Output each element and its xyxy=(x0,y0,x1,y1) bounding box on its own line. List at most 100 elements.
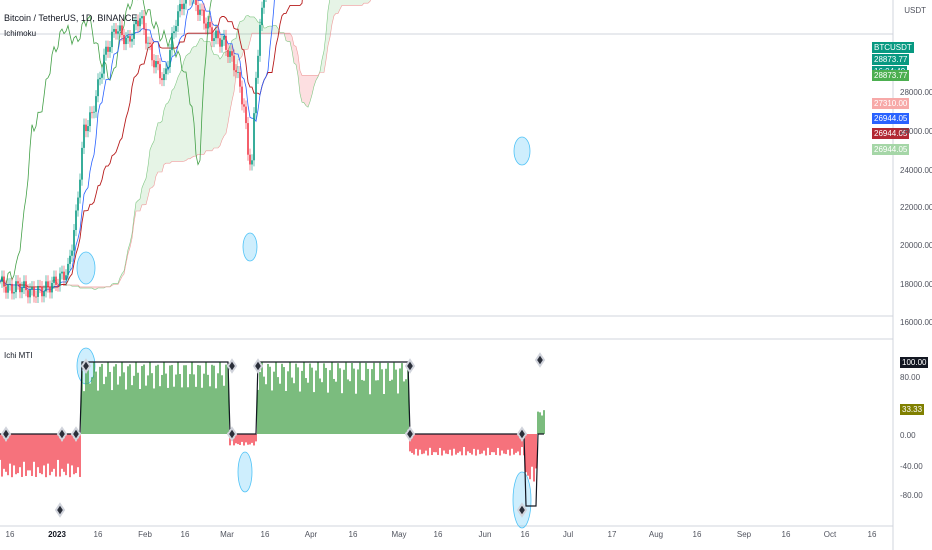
oscillator-bar xyxy=(23,434,25,462)
oscillator-bar xyxy=(259,372,261,434)
ichimoku-cloud xyxy=(52,0,371,290)
price-tag: 28873.77 xyxy=(872,54,910,65)
oscillator-bar xyxy=(249,434,251,445)
candle-body xyxy=(71,250,73,256)
oscillator-bar xyxy=(507,434,509,450)
oscillator-bar xyxy=(169,365,171,434)
oscillator-bar xyxy=(177,362,179,434)
oscillator-bar xyxy=(19,434,21,468)
oscillator-bar xyxy=(293,383,295,434)
candle-body xyxy=(55,276,57,285)
cloud-segment xyxy=(336,0,338,14)
oscillator-bar xyxy=(53,434,55,469)
candle-body xyxy=(161,78,163,81)
candle-body xyxy=(29,289,31,298)
cloud-segment xyxy=(330,0,332,38)
oscillator-bar xyxy=(425,434,427,451)
cloud-segment xyxy=(174,83,176,162)
oscillator-axis-tick: 80.00 xyxy=(900,373,921,382)
oscillator-bar xyxy=(283,367,285,434)
oscillator-bar xyxy=(407,362,409,434)
cloud-segment xyxy=(220,56,222,146)
cloud-segment xyxy=(246,15,248,50)
cloud-segment xyxy=(306,75,308,108)
oscillator-bar xyxy=(387,362,389,434)
candle-body xyxy=(21,287,23,293)
oscillator-bar xyxy=(307,382,309,434)
oscillator-bar xyxy=(179,373,181,434)
oscillator-bar xyxy=(393,362,395,434)
oscillator-bar xyxy=(191,362,193,434)
oscillator-bar xyxy=(505,434,507,455)
cloud-segment xyxy=(288,33,290,42)
time-axis-tick: 2023 xyxy=(48,530,66,539)
oscillator-bar xyxy=(273,371,275,434)
kijun-sen-line xyxy=(0,0,303,288)
candle-body xyxy=(139,18,141,27)
oscillator-bar xyxy=(529,434,531,480)
oscillator-bar xyxy=(261,362,263,434)
oscillator-bar xyxy=(301,370,303,434)
cloud-segment xyxy=(256,19,258,34)
signal-diamond-icon xyxy=(56,426,68,442)
cloud-segment xyxy=(274,25,276,34)
oscillator-bar xyxy=(47,434,49,464)
candle-body xyxy=(141,16,143,19)
cloud-segment xyxy=(264,27,266,34)
indicator-ichimoku-label[interactable]: Ichimoku xyxy=(4,29,37,38)
cloud-segment xyxy=(94,286,96,290)
oscillator-bar xyxy=(89,383,91,434)
oscillator-bar xyxy=(335,381,337,434)
oscillator-bar xyxy=(205,362,207,434)
oscillator-bar xyxy=(65,434,67,476)
oscillator-bar xyxy=(351,363,353,434)
cloud-segment xyxy=(268,26,270,34)
highlight-circle xyxy=(242,232,258,262)
oscillator-bar xyxy=(135,362,137,434)
oscillator-bar xyxy=(95,371,97,434)
oscillator-bar xyxy=(17,434,19,474)
oscillator-bar xyxy=(7,434,9,476)
cloud-segment xyxy=(222,52,224,141)
candle-body xyxy=(247,123,249,155)
oscillator-bar xyxy=(119,376,121,434)
oscillator-bar xyxy=(299,391,301,434)
indicator-ichi-mti-label[interactable]: Ichi MTI xyxy=(4,351,33,360)
candle-body xyxy=(47,281,49,287)
oscillator-bar xyxy=(211,364,213,434)
oscillator-bar xyxy=(159,386,161,434)
cloud-segment xyxy=(300,70,302,103)
candle-body xyxy=(97,79,99,97)
oscillator-bar xyxy=(147,375,149,434)
cloud-segment xyxy=(206,41,208,151)
cloud-segment xyxy=(178,73,180,162)
mti-step-line xyxy=(0,361,544,507)
cloud-segment xyxy=(140,187,142,211)
oscillator-bar xyxy=(161,374,163,434)
candle-body xyxy=(67,263,69,276)
oscillator-bar xyxy=(457,434,459,453)
oscillator-bar xyxy=(325,367,327,434)
oscillator-bar xyxy=(171,364,173,434)
candle-body xyxy=(59,273,61,286)
price-tag: BTCUSDT xyxy=(872,42,914,53)
cloud-segment xyxy=(166,102,168,164)
signal-diamond-icon xyxy=(70,426,82,442)
oscillator-bar xyxy=(471,434,473,455)
candle-body xyxy=(231,51,233,56)
oscillator-bar xyxy=(101,363,103,434)
oscillator-bar xyxy=(197,365,199,434)
oscillator-bar xyxy=(373,362,375,434)
oscillator-bar xyxy=(309,363,311,434)
oscillator-bar xyxy=(423,434,425,454)
candle-body xyxy=(153,60,155,68)
candle-body xyxy=(229,51,231,57)
oscillator-bar xyxy=(473,434,475,449)
oscillator-bar xyxy=(355,393,357,434)
cloud-segment xyxy=(168,98,170,164)
candle-body xyxy=(31,287,33,290)
candle-body xyxy=(207,21,209,29)
cloud-segment xyxy=(252,16,254,34)
oscillator-bar xyxy=(221,375,223,434)
cloud-segment xyxy=(240,21,242,59)
